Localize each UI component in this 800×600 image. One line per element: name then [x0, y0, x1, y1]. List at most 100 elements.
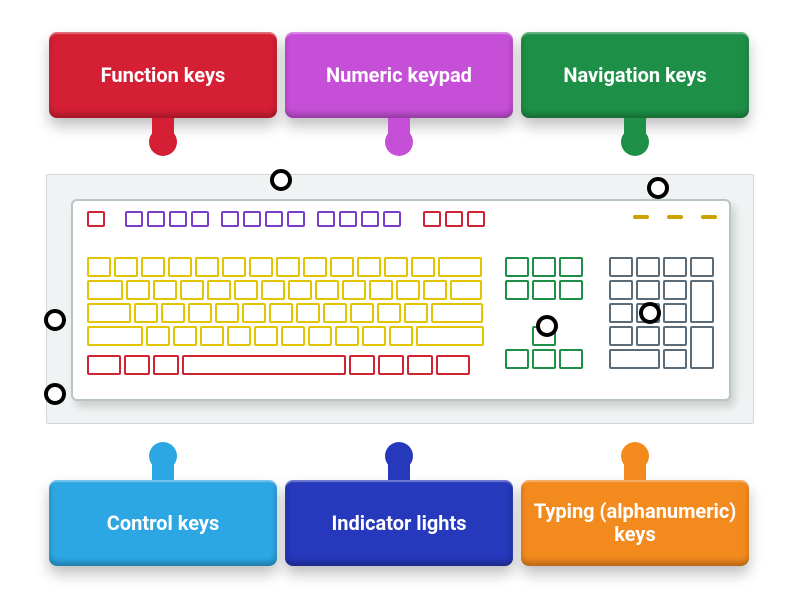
key-numpad [690, 280, 714, 323]
key-numpad [609, 326, 633, 346]
label-typing-keys[interactable]: Typing (alphanumeric) keys [521, 480, 749, 566]
label-text: Typing (alphanumeric) keys [531, 500, 739, 546]
key-typing [161, 303, 185, 323]
key-nav [559, 257, 583, 277]
label-numeric-keypad[interactable]: Numeric keypad [285, 32, 513, 118]
key-typing [288, 280, 312, 300]
key-typing [431, 303, 483, 323]
key-numpad [609, 303, 633, 323]
key-control [124, 355, 150, 375]
key-typing [215, 303, 239, 323]
key-numpad [636, 326, 660, 346]
key-typing [281, 326, 305, 346]
label-pin-dot [385, 128, 413, 156]
key-typing [369, 280, 393, 300]
key-numpad [609, 257, 633, 277]
label-pin-dot [385, 442, 413, 470]
label-text: Navigation keys [563, 64, 706, 87]
key-typing [438, 257, 482, 277]
label-text: Control keys [107, 512, 219, 535]
key-typing [416, 326, 484, 346]
key-nav [505, 280, 529, 300]
key-function [361, 211, 379, 227]
key-typing [315, 280, 339, 300]
key-typing [114, 257, 138, 277]
key-typing [180, 280, 204, 300]
indicator-light [633, 215, 649, 219]
target-nav[interactable] [536, 315, 558, 337]
target-indicator[interactable] [647, 177, 669, 199]
target-numpad[interactable] [639, 302, 661, 324]
label-function-keys[interactable]: Function keys [49, 32, 277, 118]
key-nav-arrow [505, 349, 529, 369]
key-typing [323, 303, 347, 323]
key-typing [303, 257, 327, 277]
key-control [153, 355, 179, 375]
key-function [287, 211, 305, 227]
label-text: Indicator lights [331, 512, 466, 535]
key-function [125, 211, 143, 227]
key-function [339, 211, 357, 227]
key-typing [308, 326, 332, 346]
key-typing [173, 326, 197, 346]
key-typing [396, 280, 420, 300]
key-numpad [609, 349, 660, 369]
key-typing [384, 257, 408, 277]
key-function [191, 211, 209, 227]
label-control-keys[interactable]: Control keys [49, 480, 277, 566]
key-typing [146, 326, 170, 346]
key-nav [532, 280, 556, 300]
indicator-light [667, 215, 683, 219]
key-typing [134, 303, 158, 323]
key-typing [261, 280, 285, 300]
key-typing [404, 303, 428, 323]
key-sys [423, 211, 441, 227]
key-nav [559, 280, 583, 300]
key-control [87, 355, 121, 375]
key-function [383, 211, 401, 227]
key-control [436, 355, 470, 375]
key-function [147, 211, 165, 227]
key-typing [269, 303, 293, 323]
key-typing [335, 326, 359, 346]
key-esc [87, 211, 105, 227]
key-typing [450, 280, 482, 300]
key-numpad [609, 280, 633, 300]
key-nav-arrow [532, 349, 556, 369]
target-function[interactable] [270, 169, 292, 191]
label-text: Numeric keypad [326, 64, 472, 87]
key-typing [377, 303, 401, 323]
key-nav [532, 257, 556, 277]
key-typing [242, 303, 266, 323]
label-pin-dot [621, 442, 649, 470]
key-typing [126, 280, 150, 300]
key-numpad [663, 326, 687, 346]
key-typing [276, 257, 300, 277]
key-numpad [663, 257, 687, 277]
key-typing [227, 326, 251, 346]
key-numpad [636, 280, 660, 300]
key-numpad [663, 303, 687, 323]
label-indicator-lights[interactable]: Indicator lights [285, 480, 513, 566]
target-control[interactable] [44, 383, 66, 405]
key-numpad [690, 257, 714, 277]
key-typing [207, 280, 231, 300]
key-typing [87, 257, 111, 277]
key-numpad [663, 349, 687, 369]
key-typing [249, 257, 273, 277]
key-typing [423, 280, 447, 300]
label-pin-dot [149, 128, 177, 156]
key-sys [445, 211, 463, 227]
keyboard-body [71, 199, 731, 401]
label-navigation-keys[interactable]: Navigation keys [521, 32, 749, 118]
key-typing [195, 257, 219, 277]
key-control [182, 355, 346, 375]
target-typing[interactable] [44, 309, 66, 331]
label-text: Function keys [101, 64, 226, 87]
key-control [407, 355, 433, 375]
key-function [221, 211, 239, 227]
key-typing [362, 326, 386, 346]
key-control [378, 355, 404, 375]
key-function [243, 211, 261, 227]
label-pin-dot [149, 442, 177, 470]
